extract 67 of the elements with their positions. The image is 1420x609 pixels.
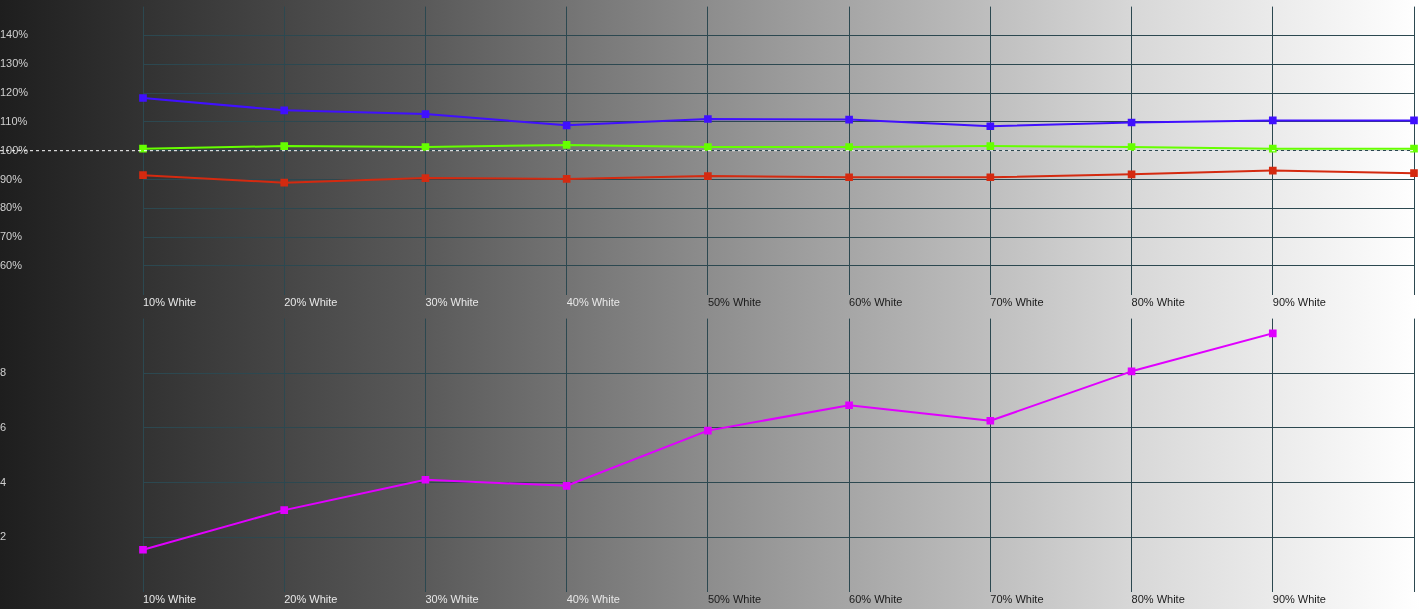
point	[1410, 169, 1418, 178]
y-tick-label: 80%	[0, 201, 23, 214]
x-tick-label: 30% White	[425, 296, 479, 309]
point	[280, 178, 289, 187]
x-tick-label: 60% White	[849, 593, 903, 606]
point	[845, 173, 853, 182]
y-tick-label: 130%	[0, 57, 29, 70]
point	[1410, 116, 1418, 125]
point	[845, 115, 853, 124]
point	[421, 174, 430, 182]
x-tick-label: 10% White	[143, 296, 197, 309]
x-tick-label: 70% White	[990, 296, 1044, 309]
point	[139, 171, 147, 180]
y-tick-label: 2	[0, 530, 7, 543]
x-tick-label: 80% White	[1131, 593, 1185, 606]
point	[280, 106, 289, 115]
x-tick-label: 90% White	[1272, 296, 1326, 309]
x-tick-label: 20% White	[284, 296, 338, 309]
x-tick-label: 70% White	[990, 593, 1044, 606]
x-tick-label: 50% White	[707, 593, 762, 606]
y-tick-label: 4	[0, 475, 7, 488]
y-tick-label: 120%	[0, 86, 29, 99]
point	[986, 416, 995, 425]
point	[1268, 166, 1277, 175]
y-tick-label: 8	[0, 366, 7, 379]
x-tick-label: 10% White	[143, 593, 197, 606]
x-tick-label: 60% White	[849, 296, 903, 309]
point	[986, 142, 995, 150]
y-tick-label: 70%	[0, 230, 23, 243]
point	[1127, 367, 1136, 376]
point	[421, 475, 430, 484]
point	[1268, 144, 1277, 153]
point	[704, 115, 712, 123]
point	[562, 481, 571, 490]
point	[139, 94, 147, 102]
point	[704, 172, 712, 180]
x-tick-label: 40% White	[566, 593, 620, 606]
point	[139, 545, 147, 554]
y-tick-label: 140%	[0, 28, 29, 41]
y-tick-label: 90%	[0, 172, 23, 185]
point	[1268, 329, 1277, 338]
y-tick-label: 100%	[0, 143, 29, 156]
x-tick-label: 90% White	[1272, 593, 1326, 606]
point	[1410, 144, 1418, 153]
point	[1127, 143, 1136, 151]
point	[986, 122, 995, 131]
point	[845, 143, 853, 151]
point	[704, 426, 712, 435]
y-tick-label: 6	[0, 420, 7, 433]
point	[704, 143, 712, 151]
point	[139, 144, 147, 153]
point	[421, 110, 430, 118]
y-tick-label: 110%	[0, 114, 28, 127]
x-tick-label: 50% White	[707, 296, 762, 309]
point	[421, 143, 430, 151]
y-tick-label: 60%	[0, 259, 23, 272]
point	[562, 141, 571, 149]
point	[280, 142, 289, 150]
x-tick-label: 40% White	[566, 296, 620, 309]
point	[1268, 116, 1277, 125]
point	[845, 401, 853, 410]
point	[986, 173, 995, 182]
x-tick-label: 30% White	[425, 593, 479, 606]
point	[280, 506, 289, 514]
x-tick-label: 80% White	[1131, 296, 1185, 309]
point	[562, 175, 571, 183]
x-tick-label: 20% White	[284, 593, 338, 606]
